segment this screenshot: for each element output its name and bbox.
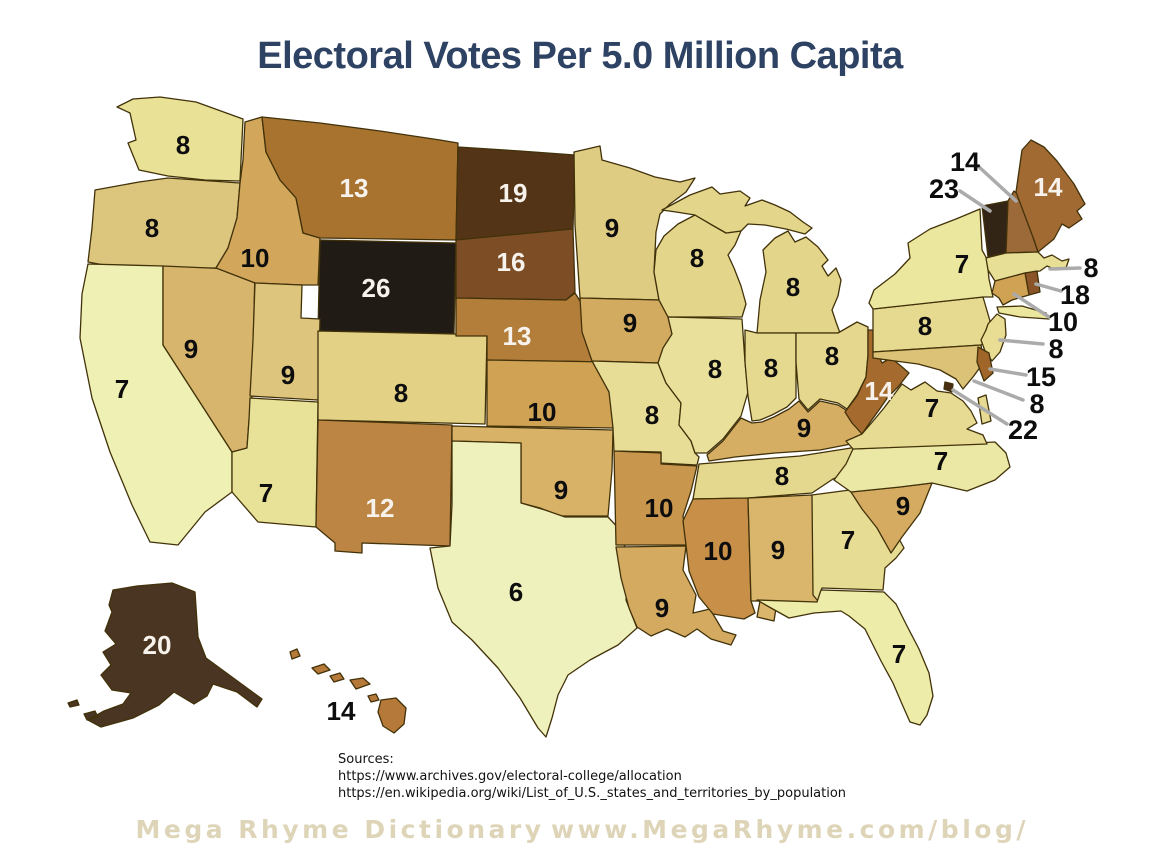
footer-url: www.MegaRhyme.com/blog/ — [551, 815, 1029, 844]
state-wisconsin — [653, 214, 747, 318]
state-value-label: 9 — [184, 334, 198, 364]
sources-heading: Sources: — [338, 752, 394, 767]
state-value-label: 10 — [645, 493, 674, 523]
state-new-jersey — [980, 313, 1007, 362]
state-district-of-columbia — [943, 381, 954, 393]
states-layer — [67, 96, 1086, 738]
state-value-label: 8 — [786, 272, 800, 302]
callout-lines-layer — [951, 164, 1082, 426]
state-maine — [1015, 139, 1086, 253]
state-value-label: 9 — [797, 413, 811, 443]
callout-line — [958, 189, 992, 213]
state-value-label: 9 — [281, 360, 295, 390]
state-value-label: 14 — [1034, 172, 1063, 202]
state-new-mexico — [315, 419, 453, 554]
callout-value-label: 14 — [950, 147, 980, 177]
state-west-virginia — [844, 329, 910, 435]
source-url-2: https://en.wikipedia.org/wiki/List_of_U.… — [338, 786, 846, 801]
state-virginia — [845, 381, 992, 450]
state-oregon — [87, 177, 241, 269]
state-alaska — [67, 582, 263, 728]
state-value-label: 8 — [645, 400, 659, 430]
callout-line — [998, 338, 1045, 346]
state-value-label: 14 — [865, 376, 894, 406]
state-value-label: 26 — [362, 273, 391, 303]
state-value-label: 9 — [896, 491, 910, 521]
callout-line — [1012, 292, 1051, 319]
state-value-label: 20 — [143, 630, 172, 660]
state-value-label: 9 — [554, 475, 568, 505]
state-value-label: 7 — [955, 249, 969, 279]
callout-line — [1034, 282, 1063, 293]
state-value-label: 13 — [340, 173, 369, 203]
state-value-label: 7 — [934, 446, 948, 476]
state-indiana — [744, 329, 797, 422]
state-value-label: 8 — [825, 341, 839, 371]
state-value-label: 9 — [605, 213, 619, 243]
callout-value-label: 10 — [1048, 307, 1078, 337]
page-title: Electoral Votes Per 5.0 Million Capita — [257, 35, 904, 77]
state-louisiana — [615, 545, 737, 646]
state-value-label: 8 — [764, 353, 778, 383]
state-montana — [261, 116, 459, 241]
state-value-label: 6 — [509, 577, 523, 607]
state-north-carolina — [833, 441, 1011, 493]
state-kentucky — [706, 400, 864, 462]
callout-line — [988, 367, 1028, 377]
state-value-label: 7 — [925, 393, 939, 423]
callout-value-label: 15 — [1026, 362, 1056, 392]
state-value-label: 10 — [241, 243, 270, 273]
callout-value-label: 22 — [1008, 415, 1038, 445]
callout-line — [1048, 266, 1082, 271]
state-value-label: 7 — [259, 478, 273, 508]
state-hawaii — [289, 648, 407, 734]
callout-value-label: 8 — [1048, 334, 1063, 364]
state-value-label: 8 — [145, 213, 159, 243]
state-value-label: 9 — [623, 308, 637, 338]
state-value-label: 12 — [366, 493, 395, 523]
state-value-label: 7 — [115, 374, 129, 404]
state-delaware — [976, 346, 994, 382]
callout-value-label: 8 — [1083, 253, 1098, 283]
callout-line — [976, 164, 1018, 203]
state-value-label: 8 — [394, 378, 408, 408]
state-value-label: 10 — [704, 536, 733, 566]
state-value-label: 8 — [775, 461, 789, 491]
state-value-label: 8 — [708, 354, 722, 384]
callout-value-label: 18 — [1060, 280, 1090, 310]
state-value-label: 9 — [655, 593, 669, 623]
state-value-label: 8 — [918, 311, 932, 341]
sources-block: Sources: https://www.archives.gov/electo… — [338, 752, 846, 801]
state-florida — [756, 589, 934, 726]
footer: Mega Rhyme Dictionary www.MegaRhyme.com/… — [136, 815, 1029, 844]
state-value-label: 7 — [892, 639, 906, 669]
state-value-label: 14 — [327, 696, 356, 726]
footer-brand: Mega Rhyme Dictionary — [136, 815, 545, 844]
state-value-label: 10 — [528, 397, 557, 427]
state-value-label: 9 — [771, 535, 785, 565]
callout-value-label: 23 — [929, 174, 959, 204]
state-value-label: 8 — [690, 243, 704, 273]
state-texas — [429, 440, 638, 738]
state-value-label: 7 — [841, 525, 855, 555]
state-arkansas — [613, 450, 698, 546]
callout-value-label: 8 — [1029, 389, 1044, 419]
state-new-york — [868, 208, 1050, 320]
state-michigan — [661, 186, 842, 334]
state-value-label: 19 — [499, 178, 528, 208]
callout-line — [951, 388, 1009, 426]
source-url-1: https://www.archives.gov/electoral-colle… — [338, 769, 682, 784]
state-value-label: 16 — [497, 247, 526, 277]
callout-line — [972, 379, 1025, 402]
state-value-label: 13 — [503, 321, 532, 351]
state-value-label: 8 — [176, 130, 190, 160]
